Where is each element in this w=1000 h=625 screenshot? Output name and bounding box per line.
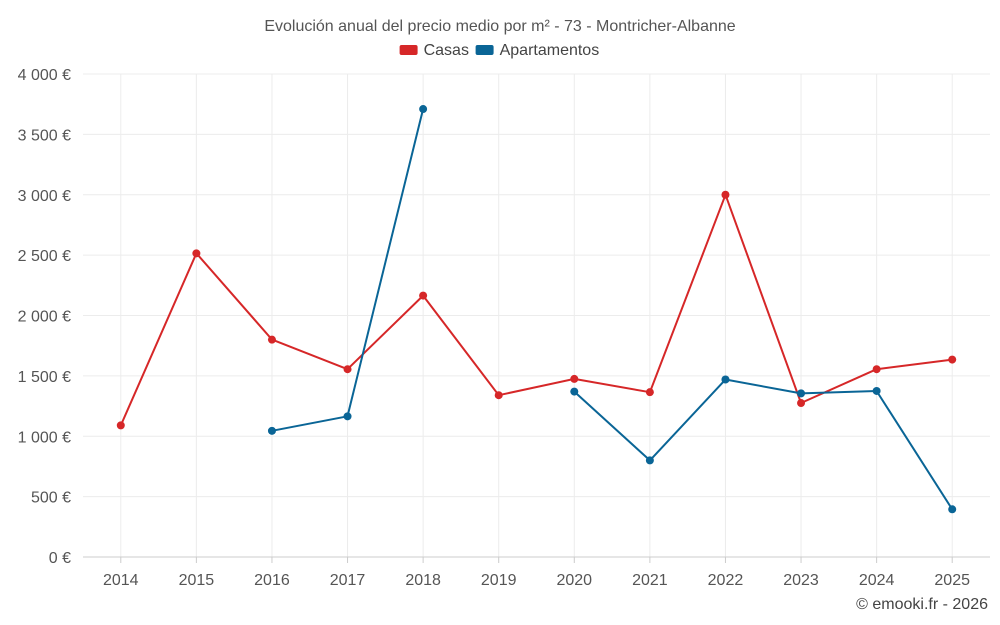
data-point[interactable] <box>267 335 276 344</box>
series-layer <box>116 105 957 514</box>
data-point[interactable] <box>645 388 654 397</box>
x-tick-label: 2015 <box>179 572 215 589</box>
legend-item-apartamentos[interactable]: Apartamentos <box>475 42 600 59</box>
data-point[interactable] <box>267 426 276 435</box>
x-tick-label: 2024 <box>859 572 895 589</box>
data-point[interactable] <box>343 365 352 374</box>
legend-label: Apartamentos <box>500 42 600 59</box>
data-point[interactable] <box>948 355 957 364</box>
series-line <box>573 378 954 510</box>
y-tick-label: 2 500 € <box>18 248 71 265</box>
x-tick-label: 2025 <box>934 572 970 589</box>
x-tick-label: 2021 <box>632 572 668 589</box>
y-tick-label: 4 000 € <box>18 67 71 84</box>
x-tick-label: 2022 <box>708 572 744 589</box>
x-tick-label: 2017 <box>330 572 366 589</box>
x-tick-label: 2019 <box>481 572 517 589</box>
y-tick-label: 500 € <box>31 490 71 507</box>
x-tick-label: 2016 <box>254 572 290 589</box>
y-tick-label: 1 500 € <box>18 369 71 386</box>
data-point[interactable] <box>419 291 428 300</box>
y-tick-label: 0 € <box>49 550 71 567</box>
data-point[interactable] <box>721 375 730 384</box>
axes: 0 € 500 € 1 000 € 1 500 € 2 000 € 2 500 € 3 00… <box>18 67 990 589</box>
y-tick-label: 3 500 € <box>18 127 71 144</box>
series-line <box>119 193 953 426</box>
series-casas <box>116 190 957 430</box>
grid <box>83 73 990 557</box>
data-point[interactable] <box>343 412 352 421</box>
y-tick-label: 3 000 € <box>18 188 71 205</box>
data-point[interactable] <box>948 505 957 514</box>
data-point[interactable] <box>872 386 881 395</box>
legend-swatch <box>399 45 418 55</box>
data-point[interactable] <box>116 421 125 430</box>
y-tick-label: 2 000 € <box>18 309 71 326</box>
data-point[interactable] <box>570 374 579 383</box>
legend-label: Casas <box>424 42 469 59</box>
credit-text: © emooki.fr - 2026 <box>856 596 988 613</box>
x-tick-label: 2014 <box>103 572 139 589</box>
series-apartamentos <box>267 105 957 514</box>
x-tick-label: 2018 <box>405 572 441 589</box>
data-point[interactable] <box>419 105 428 114</box>
data-point[interactable] <box>570 387 579 396</box>
x-tick-label: 2023 <box>783 572 819 589</box>
x-tick-label: 2020 <box>556 572 592 589</box>
data-point[interactable] <box>645 456 654 465</box>
data-point[interactable] <box>494 391 503 400</box>
data-point[interactable] <box>721 190 730 199</box>
data-point[interactable] <box>192 249 201 258</box>
chart-title: Evolución anual del precio medio por m² … <box>264 18 735 35</box>
legend-item-casas[interactable]: Casas <box>399 42 469 59</box>
legend-swatch <box>475 45 494 55</box>
legend: Casas Apartamentos <box>399 42 600 59</box>
data-point[interactable] <box>872 365 881 374</box>
y-tick-label: 1 000 € <box>18 429 71 446</box>
data-point[interactable] <box>797 389 806 398</box>
data-point[interactable] <box>797 399 806 408</box>
